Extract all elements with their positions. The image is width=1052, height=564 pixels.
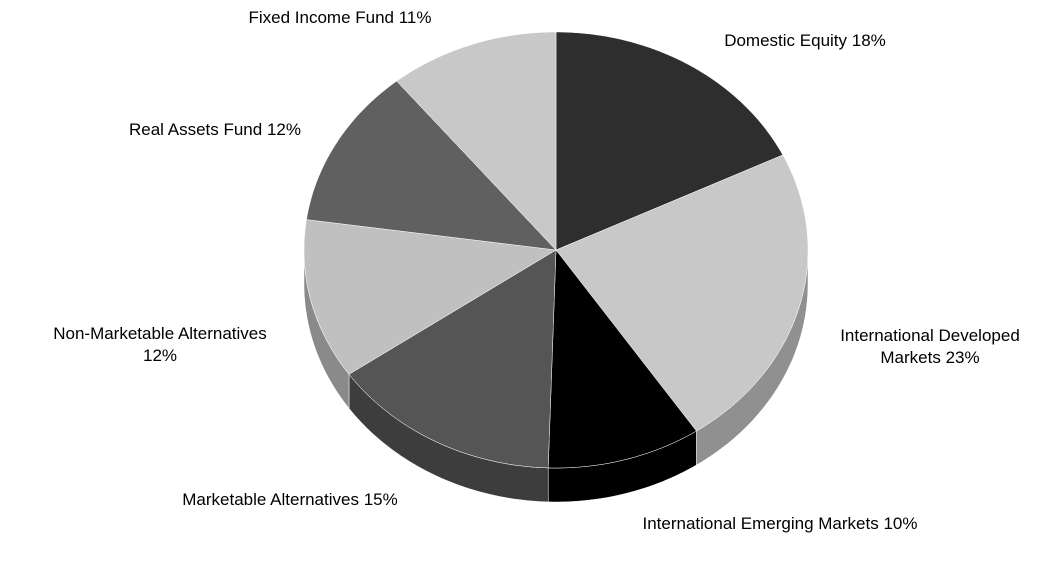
value-label: 18%: [851, 31, 886, 50]
slice-label: Fixed Income Fund 11%: [190, 7, 490, 29]
slice-label: Marketable Alternatives 15%: [120, 489, 460, 511]
category-name: Fixed Income Fund: [248, 8, 394, 27]
slice-label: International Developed Markets 23%: [830, 325, 1030, 369]
slice-label: Domestic Equity 18%: [640, 30, 970, 52]
category-name: Domestic Equity: [724, 31, 848, 50]
value-label: 12%: [266, 120, 301, 139]
slice: [348, 249, 557, 469]
category-name: International Emerging Markets: [642, 514, 879, 533]
slice-label: Real Assets Fund 12%: [60, 119, 370, 141]
slice-label: Non-Marketable Alternatives 12%: [40, 323, 280, 367]
slice: [303, 219, 557, 375]
slice-label: International Emerging Markets 10%: [640, 513, 920, 535]
category-name: Real Assets Fund: [128, 120, 263, 139]
slice: [306, 80, 557, 251]
value-label: 15%: [363, 490, 398, 509]
value-label: 10%: [883, 514, 918, 533]
value-label: 11%: [398, 8, 432, 27]
slice: [547, 249, 697, 469]
value-label: 23%: [945, 348, 980, 367]
value-label: 12%: [142, 346, 178, 365]
slice: [396, 31, 557, 251]
slice: [555, 154, 809, 432]
category-name: Marketable Alternatives: [182, 490, 359, 509]
slice: [555, 31, 784, 251]
category-name: International Developed Markets: [840, 326, 1020, 367]
category-name: Non-Marketable Alternatives: [53, 324, 267, 343]
